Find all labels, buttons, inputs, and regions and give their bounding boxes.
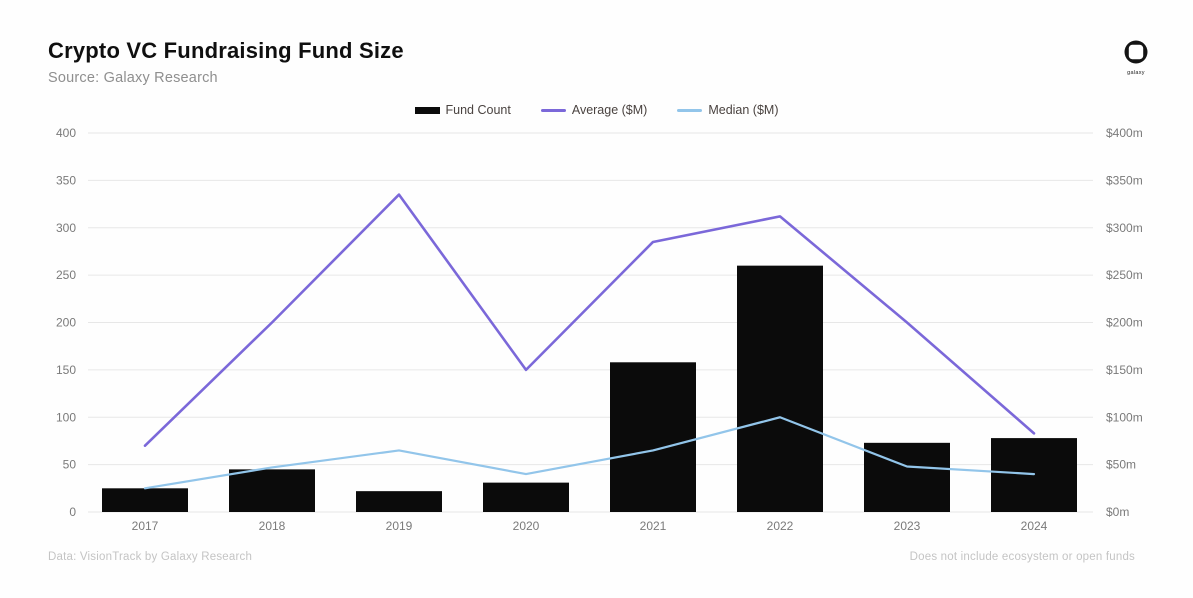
- bar: [610, 362, 696, 512]
- page-subtitle: Source: Galaxy Research: [48, 70, 218, 86]
- x-axis-label: 2019: [386, 519, 413, 533]
- median-line: [143, 416, 1036, 490]
- y-axis-label-left: 0: [69, 505, 76, 519]
- x-axis-label: 2021: [640, 519, 667, 533]
- chart-legend: Fund Count Average ($M) Median ($M): [0, 103, 1193, 117]
- bar: [864, 442, 950, 512]
- x-axis-label: 2018: [259, 519, 286, 533]
- fund-count-swatch-icon: [414, 106, 440, 114]
- footer-data-source: Data: VisionTrack by Galaxy Research: [48, 551, 253, 563]
- y-axis-label-right: $100m: [1106, 410, 1143, 424]
- y-axis-label-left: 200: [56, 316, 76, 330]
- legend-label: Median ($M): [708, 103, 779, 117]
- bar: [229, 469, 315, 512]
- y-axis-label-right: $0m: [1106, 505, 1129, 519]
- y-axis-label-right: $250m: [1106, 268, 1143, 282]
- y-axis-label-left: 50: [63, 458, 77, 472]
- x-axis-label: 2022: [767, 519, 794, 533]
- y-axis-label-right: $150m: [1106, 363, 1143, 377]
- legend-label: Average ($M): [571, 103, 648, 117]
- y-axis-label-right: $50m: [1106, 458, 1136, 472]
- header: Crypto VC Fundraising Fund Size Source: …: [48, 38, 404, 86]
- average-swatch-icon: [540, 108, 566, 112]
- legend-item-fund-count: Fund Count: [414, 103, 511, 117]
- y-axis-label-right: $350m: [1106, 173, 1143, 187]
- x-axis-label: 2023: [894, 519, 921, 533]
- legend-label: Fund Count: [445, 103, 511, 117]
- bar: [356, 491, 442, 512]
- average-line: [143, 193, 1036, 447]
- galaxy-logo-icon: [1124, 40, 1148, 64]
- bar: [483, 482, 569, 512]
- legend-item-median: Median ($M): [677, 103, 779, 117]
- y-axis-label-right: $300m: [1106, 221, 1143, 235]
- footer-disclaimer: Does not include ecosystem or open funds: [909, 551, 1135, 563]
- y-axis-label-left: 350: [56, 173, 76, 187]
- x-axis-label: 2024: [1021, 519, 1048, 533]
- y-axis-label-left: 100: [56, 410, 76, 424]
- y-axis-label-left: 150: [56, 363, 76, 377]
- bar: [737, 265, 823, 512]
- y-axis-label-left: 300: [56, 221, 76, 235]
- y-axis-label-right: $200m: [1106, 316, 1143, 330]
- bar: [102, 488, 188, 512]
- y-axis-label-left: 400: [56, 126, 76, 140]
- page-title: Crypto VC Fundraising Fund Size: [48, 38, 404, 63]
- x-axis-label: 2020: [513, 519, 540, 533]
- y-axis-label-right: $400m: [1106, 126, 1143, 140]
- galaxy-logo: galaxy: [1121, 40, 1151, 76]
- y-axis-label-left: 250: [56, 268, 76, 282]
- galaxy-logo-label: galaxy: [1127, 70, 1145, 76]
- x-axis-label: 2017: [132, 519, 159, 533]
- legend-item-average: Average ($M): [540, 103, 648, 117]
- median-swatch-icon: [677, 108, 703, 112]
